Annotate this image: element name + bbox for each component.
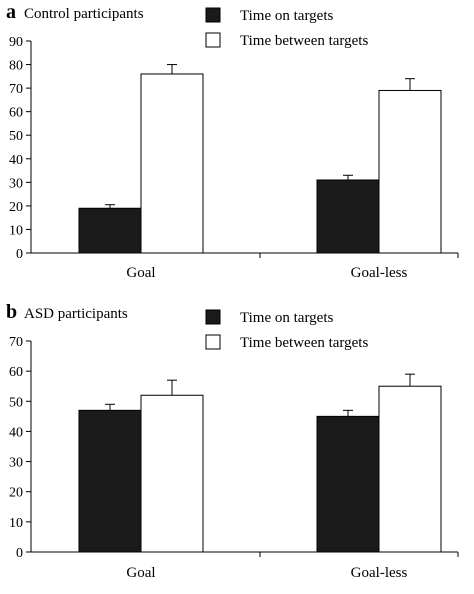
y-tick-label: 10 [9, 516, 23, 531]
chart-title: ASD participants [24, 306, 128, 322]
bar-on-targets [316, 179, 380, 254]
panel-letter: b [6, 301, 17, 323]
x-category-label: Goal [126, 265, 155, 281]
legend-label: Time on targets [240, 8, 334, 24]
chart-panel-a: a Control participants 0 10 20 30 40 50 60 70 80 90… [6, 1, 459, 281]
y-tick-label: 70 [9, 335, 23, 350]
x-category-label: Goal [126, 565, 155, 581]
bar-on-targets [316, 415, 380, 553]
legend-swatch [205, 32, 221, 48]
bar-between-targets [378, 385, 442, 553]
y-tick-label: 30 [9, 176, 23, 191]
y-tick-label: 50 [9, 129, 23, 144]
chart-panel-b: b ASD participants 0 10 20 30 40 50 60 70 Goal Goal… [6, 301, 459, 581]
legend-label: Time on targets [240, 310, 334, 326]
y-tick-label: 20 [9, 486, 23, 501]
bar-between-targets [140, 394, 204, 553]
x-category-label: Goal-less [351, 565, 408, 581]
y-tick-label: 60 [9, 106, 23, 121]
y-tick-label: 90 [9, 35, 23, 50]
y-tick-label: 10 [9, 223, 23, 238]
legend-label: Time between targets [240, 33, 368, 49]
bar-between-targets [140, 73, 204, 254]
legend-label: Time between targets [240, 335, 368, 351]
legend-swatch [205, 7, 221, 23]
bar-on-targets [78, 409, 142, 553]
y-tick-label: 70 [9, 82, 23, 97]
y-tick-label: 0 [16, 247, 23, 262]
y-tick-label: 0 [16, 546, 23, 561]
legend-swatch [205, 334, 221, 350]
panel-letter: a [6, 1, 16, 23]
x-category-label: Goal-less [351, 265, 408, 281]
chart-title: Control participants [24, 6, 144, 22]
y-tick-label: 20 [9, 200, 23, 215]
legend-swatch [205, 309, 221, 325]
y-tick-label: 60 [9, 365, 23, 380]
y-tick-label: 80 [9, 59, 23, 74]
bar-between-targets [378, 89, 442, 254]
bar-on-targets [78, 207, 142, 254]
y-tick-label: 50 [9, 395, 23, 410]
y-tick-label: 40 [9, 425, 23, 440]
y-tick-label: 40 [9, 153, 23, 168]
y-tick-label: 30 [9, 456, 23, 471]
